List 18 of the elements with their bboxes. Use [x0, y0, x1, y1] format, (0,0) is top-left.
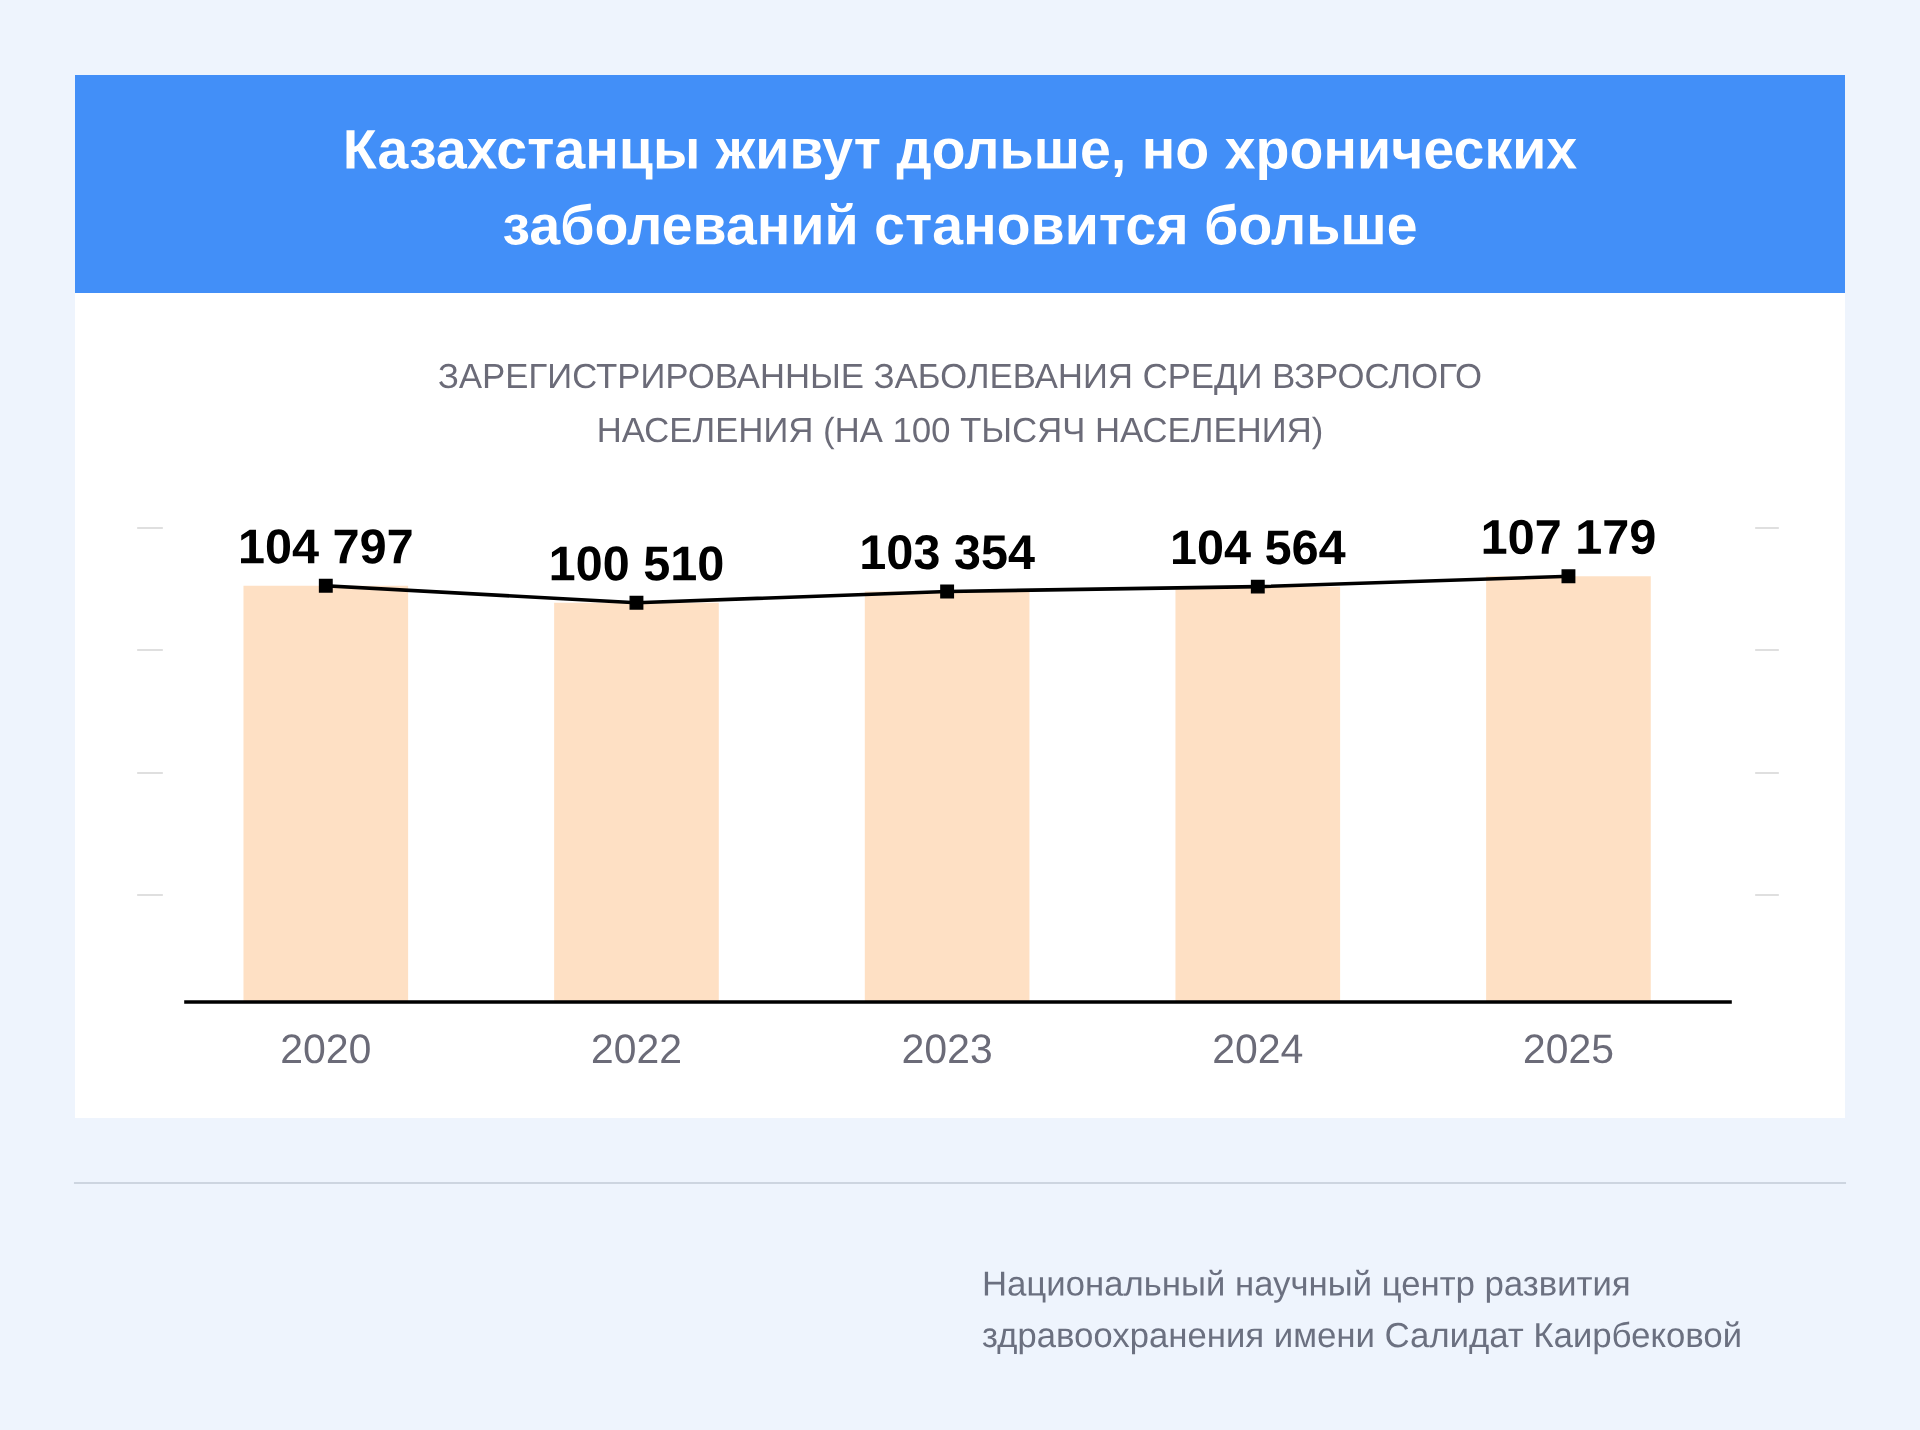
text: Национальный научный центр развития здравоохранения имени Салидат Каирбековой: [982, 1269, 1740, 1355]
point: [629, 595, 644, 610]
point: [1250, 579, 1265, 594]
x-tick-label: 2025: [1524, 1034, 1613, 1064]
data-label: 104 797: [241, 529, 412, 564]
chart-title: Казахстанцы живут дольше, но хронических заболеваний становится больше: [346, 130, 1577, 245]
data-label: 104 564: [1173, 530, 1346, 565]
data-label: 107 179: [1483, 519, 1655, 555]
x-tick-label: 2023: [903, 1034, 991, 1064]
data-label: 100 510: [551, 546, 723, 581]
point: [318, 578, 333, 593]
x-tick-label: 2020: [282, 1034, 370, 1064]
point: [940, 584, 955, 599]
point: [1561, 569, 1576, 584]
x-tick-label: 2022: [592, 1034, 680, 1064]
data-label: 103 354: [862, 534, 1035, 570]
chart-subtitle: ЗАРЕГИСТРИРОВАННЫЕ ЗАБОЛЕВАНИЯ СРЕДИ ВЗРОСЛОГО НАСЕЛЕНИЯ (НА 100 ТЫСЯЧ НАСЕЛЕНИЯ): [439, 363, 1481, 450]
x-tick-label: 2024: [1214, 1034, 1303, 1064]
